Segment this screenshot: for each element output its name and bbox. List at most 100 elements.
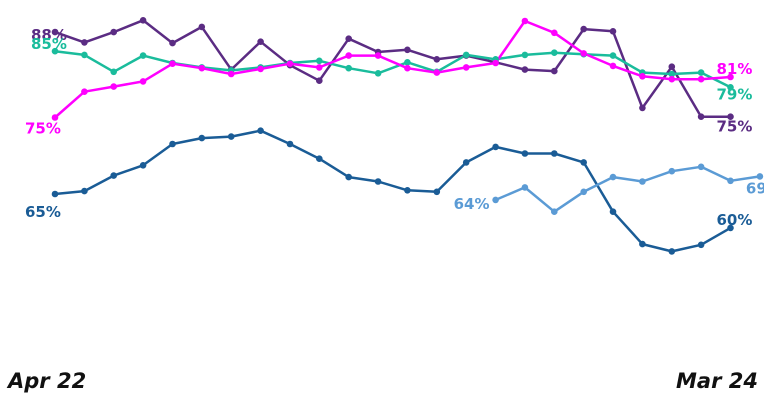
series-end-labels: 88% 75% 85% 79% 75% 81% 65% 60% 64% 69%	[25, 26, 764, 229]
x-axis-start-label: Apr 22	[6, 369, 86, 393]
series-end-label: 75%	[717, 118, 753, 136]
series-end-label: 79%	[717, 85, 753, 103]
series-start-label: 88%	[31, 26, 67, 44]
data-point	[345, 52, 353, 59]
data-point	[81, 39, 88, 46]
data-point	[521, 17, 529, 25]
data-point	[433, 188, 441, 196]
data-point	[227, 133, 235, 140]
data-point	[609, 28, 617, 35]
data-point	[697, 163, 705, 171]
series-end-label: 60%	[717, 211, 753, 229]
data-point	[139, 17, 147, 24]
data-point	[316, 77, 323, 84]
data-point	[727, 113, 734, 120]
series-start-label: 75%	[25, 120, 61, 138]
data-point	[286, 140, 294, 148]
series-points	[51, 17, 764, 255]
data-point	[139, 162, 147, 169]
data-point	[580, 188, 587, 196]
data-point	[462, 159, 470, 166]
data-point	[668, 75, 676, 83]
series-start-label: 85%	[31, 35, 67, 53]
data-point	[404, 187, 411, 194]
series-line-3	[54, 129, 732, 253]
data-point	[286, 60, 294, 67]
data-point	[433, 56, 441, 63]
data-point	[727, 177, 734, 185]
data-point	[580, 25, 587, 33]
data-point	[81, 187, 88, 195]
data-point	[169, 60, 176, 67]
data-point	[551, 150, 558, 157]
data-point	[727, 73, 734, 81]
data-point	[404, 46, 411, 54]
data-point	[609, 52, 617, 59]
data-point	[110, 28, 117, 36]
data-point	[139, 78, 147, 85]
data-point	[316, 57, 323, 65]
data-point	[639, 73, 646, 80]
data-point	[462, 51, 470, 59]
data-point	[404, 59, 411, 66]
data-point	[668, 63, 676, 70]
data-point	[639, 178, 646, 185]
data-point	[51, 114, 59, 121]
data-point	[492, 143, 499, 151]
data-point	[639, 240, 646, 248]
data-point	[198, 134, 206, 142]
data-point	[110, 83, 117, 90]
data-point	[316, 155, 323, 162]
data-point	[404, 64, 411, 72]
series-start-label: 64%	[454, 195, 490, 213]
data-point	[551, 208, 558, 215]
series-line-1	[54, 49, 732, 89]
data-point	[81, 88, 88, 95]
data-point	[169, 39, 176, 47]
data-point	[609, 208, 617, 215]
data-point	[727, 224, 734, 232]
data-point	[668, 70, 676, 78]
data-point	[580, 159, 587, 166]
data-point	[51, 47, 59, 55]
x-axis-end-label: Mar 24	[676, 369, 758, 393]
data-point	[51, 28, 59, 36]
data-point	[227, 70, 235, 78]
data-point	[521, 51, 529, 59]
data-point	[521, 184, 529, 191]
data-point	[257, 38, 264, 45]
data-point	[697, 113, 705, 120]
data-point	[492, 59, 499, 67]
data-point	[462, 64, 470, 71]
series-line-0	[54, 19, 731, 118]
series-end-label: 81%	[717, 60, 753, 78]
data-point	[374, 70, 382, 77]
data-point	[609, 62, 617, 70]
data-point	[551, 49, 558, 56]
data-point	[345, 173, 353, 181]
data-point	[345, 64, 353, 72]
data-point	[697, 241, 705, 249]
data-point	[316, 64, 323, 71]
series-lines	[54, 19, 761, 253]
data-point	[551, 29, 558, 37]
data-point	[668, 248, 676, 255]
series-line-2	[54, 19, 731, 119]
data-point	[697, 75, 705, 83]
data-point	[551, 67, 558, 75]
data-point	[727, 84, 734, 91]
series-line-4	[495, 165, 761, 213]
data-point	[639, 104, 646, 112]
data-point	[492, 196, 499, 204]
data-point	[198, 64, 206, 72]
data-point	[345, 35, 353, 42]
data-point	[374, 52, 382, 59]
data-point	[51, 190, 59, 198]
data-point	[756, 173, 764, 180]
data-point	[110, 172, 117, 179]
data-point	[609, 173, 617, 181]
data-point	[433, 69, 441, 76]
data-point	[668, 167, 676, 175]
data-point	[697, 69, 705, 76]
data-point	[81, 51, 88, 59]
